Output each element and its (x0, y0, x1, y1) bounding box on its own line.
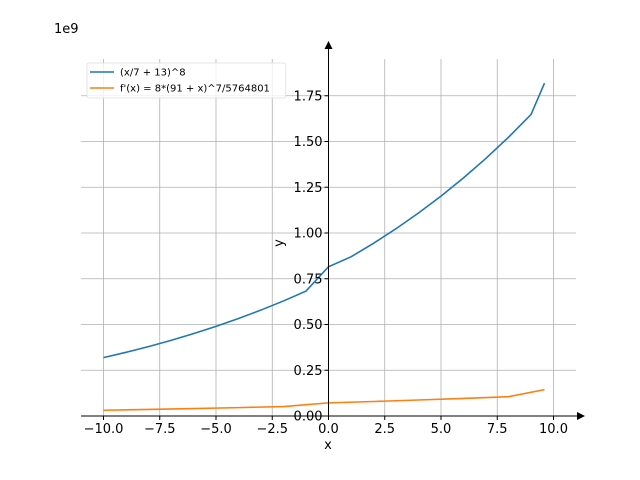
x-axis-arrow (577, 412, 585, 420)
y-tick-label: 0.75 (294, 272, 323, 287)
y-tick-label: 0.25 (294, 364, 323, 379)
y-tick-label: 0.00 (294, 410, 323, 425)
y-tick-label: 1.00 (294, 227, 323, 242)
x-axis-label: x (324, 438, 332, 453)
legend-box (86, 62, 287, 99)
x-tick-label: 10.0 (539, 422, 568, 437)
series-line-2 (103, 388, 545, 412)
x-tick-label: 7.5 (487, 422, 508, 437)
x-tick-label: 0.0 (318, 422, 339, 437)
y-tick-label: 0.50 (294, 318, 323, 333)
x-tick-label: −10.0 (84, 422, 124, 437)
y-tick-label: 1.75 (294, 89, 323, 104)
legend-label-2: f'(x) = 8*(91 + x)^7/5764801 (120, 84, 270, 95)
series-line-1 (103, 82, 546, 359)
x-tick-label: 2.5 (374, 422, 395, 437)
series-layer (103, 82, 546, 412)
y-axis-label: y (272, 239, 287, 247)
y-tick-label: 1.50 (294, 135, 323, 150)
y-tick-label: 1.25 (294, 181, 323, 196)
x-tick-label: −2.5 (256, 422, 288, 437)
x-tick-label: −7.5 (144, 422, 176, 437)
ticks: −10.0 −7.5 −5.0 −2.5 0.0 2.5 5.0 7.5 10.0 0.00 0.2… (84, 89, 568, 437)
legend-label-1: (x/7 + 13)^8 (120, 68, 186, 79)
legend: (x/7 + 13)^8 f'(x) = 8*(91 + x)^7/5764801 (86, 62, 287, 99)
y-offset-text: 1e9 (54, 22, 79, 37)
x-tick-label: 5.0 (431, 422, 452, 437)
x-tick-label: −5.0 (200, 422, 232, 437)
y-axis-arrow (324, 41, 333, 49)
axes (81, 41, 585, 420)
